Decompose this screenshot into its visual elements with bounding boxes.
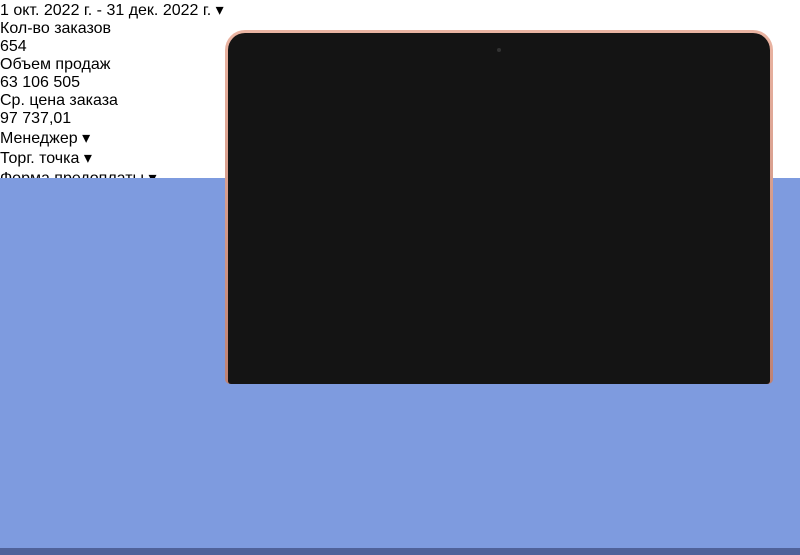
- date-range-select[interactable]: 1 окт. 2022 г. - 31 дек. 2022 г. ▾: [0, 0, 800, 20]
- kpi-value: 63 106 505: [0, 74, 81, 91]
- chevron-down-icon: ▾: [215, 2, 224, 19]
- chevron-down-icon: ▾: [82, 130, 91, 147]
- webcam-icon: [497, 48, 501, 52]
- laptop-keyboard-deck: [193, 384, 797, 405]
- laptop-bezel: [228, 33, 770, 384]
- kpi-sales-volume: Объем продаж 63 106 505: [0, 56, 800, 92]
- laptop-lid: [225, 30, 773, 384]
- kpi-label: Кол-во заказов: [0, 20, 112, 37]
- manager-select[interactable]: Менеджер ▾: [0, 128, 800, 148]
- outlet-select[interactable]: Торг. точка ▾: [0, 148, 800, 168]
- chevron-down-icon: ▾: [83, 150, 92, 167]
- background-bottom-strip: [0, 548, 800, 555]
- manager-select-label: Менеджер: [0, 130, 78, 147]
- date-range-value: 1 окт. 2022 г. - 31 дек. 2022 г.: [0, 2, 212, 19]
- kpi-orders-count: Кол-во заказов 654: [0, 20, 800, 56]
- kpi-label: Объем продаж: [0, 56, 111, 73]
- kpi-avg-order-price: Ср. цена заказа 97 737,01: [0, 92, 800, 128]
- outlet-select-label: Торг. точка: [0, 150, 80, 167]
- kpi-value: 654: [0, 38, 27, 55]
- kpi-value: 97 737,01: [0, 110, 72, 127]
- kpi-label: Ср. цена заказа: [0, 92, 118, 109]
